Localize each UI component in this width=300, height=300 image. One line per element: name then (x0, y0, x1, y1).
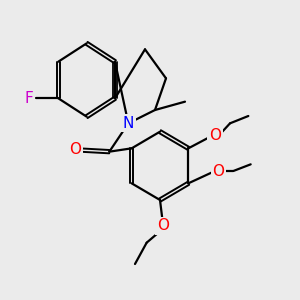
Text: N: N (123, 116, 134, 131)
Text: O: O (209, 128, 221, 143)
Text: O: O (212, 164, 224, 178)
Text: F: F (25, 91, 34, 106)
Text: O: O (69, 142, 81, 158)
Text: O: O (157, 218, 169, 233)
